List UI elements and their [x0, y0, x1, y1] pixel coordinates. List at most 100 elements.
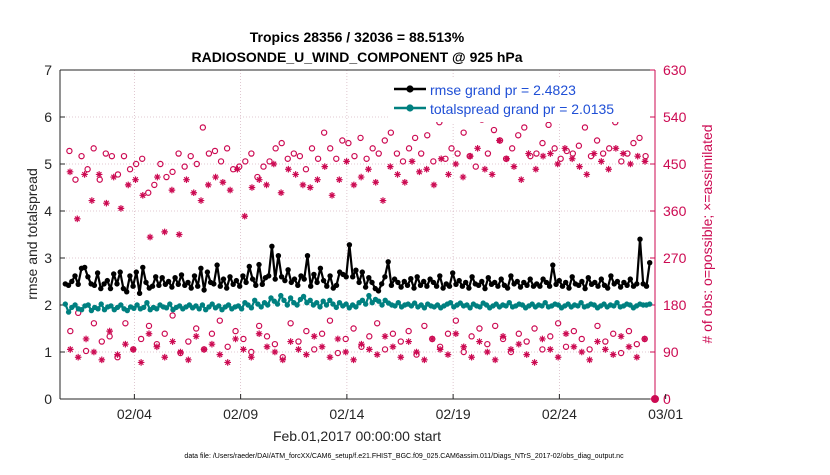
obs-assimilated-marker: [428, 335, 436, 343]
obs-possible-marker: [405, 327, 412, 335]
rmse-point: [385, 259, 391, 265]
obs-assimilated-marker: [336, 176, 343, 183]
obs-assimilated-marker: [517, 176, 525, 183]
totalspread-point: [163, 305, 170, 311]
obs-possible-marker: [448, 145, 455, 152]
totalspread-point: [379, 302, 385, 308]
rmse-point: [295, 282, 301, 288]
rmse-point: [175, 281, 181, 287]
obs-assimilated-marker: [625, 343, 633, 351]
rmse-point: [217, 283, 223, 289]
obs-possible-marker: [625, 327, 633, 335]
obs-assimilated-marker: [117, 205, 125, 212]
obs-possible-marker: [424, 132, 431, 139]
obs-assimilated-marker: [570, 343, 578, 351]
obs-possible-marker: [460, 129, 467, 136]
obs-possible-marker: [521, 124, 528, 131]
obs-possible-marker: [255, 322, 263, 330]
y-tick-label-left: 0: [44, 391, 52, 407]
y-tick-label-left: 2: [44, 297, 52, 313]
obs-possible-marker: [333, 155, 340, 162]
obs-assimilated-marker: [90, 348, 98, 356]
obs-assimilated-marker: [175, 231, 183, 238]
obs-assimilated-marker: [74, 353, 82, 361]
obs-possible-marker: [491, 322, 499, 330]
totalspread-point: [467, 305, 473, 311]
totalspread-point: [118, 302, 124, 308]
rmse-point: [140, 264, 146, 271]
obs-possible-marker: [217, 158, 225, 165]
obs-assimilated-marker: [299, 181, 307, 189]
obs-possible-marker: [547, 333, 554, 340]
obs-assimilated-marker: [546, 346, 554, 353]
rmse-point: [369, 279, 375, 286]
legend-spread-label: totalspread grand pr = 2.0135: [430, 101, 614, 117]
rmse-point: [333, 282, 340, 288]
obs-assimilated-marker: [263, 343, 271, 351]
rmse-point: [440, 285, 446, 291]
rmse-point: [466, 285, 472, 291]
rmse-point: [266, 273, 272, 279]
obs-possible-marker: [278, 139, 285, 147]
obs-assimilated-marker: [106, 327, 113, 335]
obs-possible-marker: [508, 145, 516, 152]
totalspread-point: [333, 304, 339, 311]
obs-assimilated-marker: [139, 192, 147, 199]
rmse-point: [220, 276, 227, 282]
obs-possible-marker: [318, 330, 326, 337]
totalspread-point: [287, 295, 294, 301]
obs-possible-marker: [334, 349, 342, 357]
obs-assimilated-marker: [271, 348, 279, 356]
obs-assimilated-marker: [145, 330, 153, 338]
obs-possible-marker: [551, 145, 558, 152]
totalspread-point: [542, 300, 548, 306]
totalspread-point: [300, 293, 307, 300]
obs-possible-marker: [122, 320, 129, 327]
rmse-point: [178, 272, 185, 278]
obs-assimilated-marker: [334, 335, 342, 343]
rmse-point: [504, 285, 511, 291]
obs-possible-marker: [326, 317, 334, 324]
obs-assimilated-marker: [634, 152, 642, 160]
obs-assimilated-marker: [73, 215, 81, 223]
rmse-point: [627, 276, 633, 282]
totalspread-point: [327, 297, 333, 303]
obs-possible-marker: [515, 330, 522, 337]
rmse-point: [375, 288, 382, 294]
obs-assimilated-marker: [146, 233, 154, 241]
rmse-point: [637, 236, 643, 242]
obs-possible-marker: [175, 150, 182, 157]
obs-assimilated-marker: [583, 171, 591, 178]
obs-assimilated-marker: [350, 356, 357, 364]
obs-assimilated-marker: [437, 155, 445, 163]
totalspread-point: [323, 302, 330, 308]
obs-assimilated-marker: [619, 150, 627, 157]
rmse-point: [579, 278, 585, 285]
obs-possible-marker: [602, 338, 609, 345]
obs-possible-marker: [545, 121, 552, 129]
obs-possible-marker: [393, 150, 401, 157]
rmse-point: [317, 265, 324, 271]
totalspread-point: [314, 300, 320, 306]
obs-assimilated-marker: [326, 353, 334, 361]
obs-assimilated-marker: [314, 176, 321, 183]
rmse-point: [211, 281, 217, 287]
legend-rmse-marker: [406, 85, 414, 93]
obs-possible-marker: [181, 163, 188, 170]
obs-assimilated-marker: [285, 165, 292, 173]
obs-assimilated-marker: [255, 176, 263, 183]
totalspread-point: [578, 300, 584, 306]
obs-assimilated-marker: [401, 178, 409, 186]
y-axis-label-left: rmse and totalspread: [24, 168, 40, 300]
rmse-point: [382, 274, 388, 280]
totalspread-point: [265, 302, 271, 308]
totalspread-point: [141, 304, 147, 311]
obs-possible-marker: [302, 166, 310, 173]
obs-possible-marker: [320, 129, 328, 136]
rmse-point: [85, 274, 91, 280]
obs-assimilated-marker: [247, 353, 255, 361]
obs-possible-marker: [114, 171, 122, 178]
rmse-point: [253, 282, 259, 288]
rmse-point: [272, 276, 278, 282]
